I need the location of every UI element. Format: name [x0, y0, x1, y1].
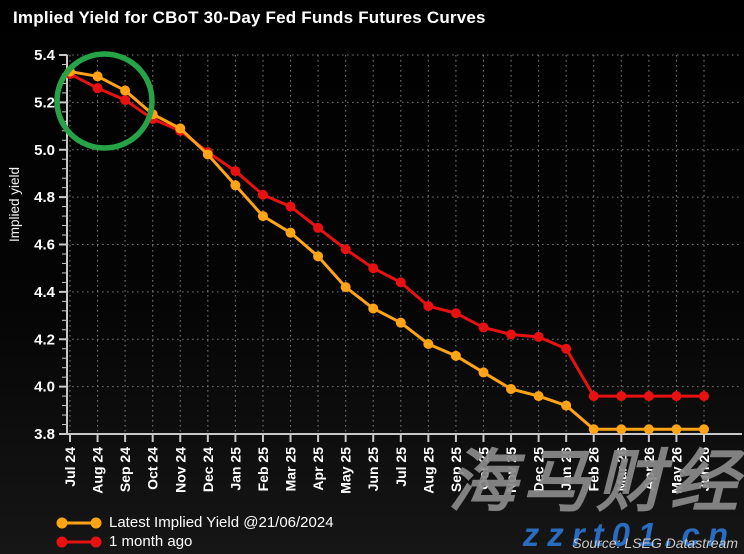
data-point	[561, 400, 572, 411]
data-point	[313, 251, 324, 262]
data-point	[588, 424, 599, 435]
x-tick-label: Apr 25	[310, 447, 326, 491]
data-point	[450, 308, 461, 319]
data-point	[450, 350, 461, 361]
y-tick-label: 5.2	[34, 94, 55, 111]
data-point	[395, 277, 406, 288]
data-point	[368, 303, 379, 314]
data-point	[175, 123, 186, 134]
x-tick-label: Nov 24	[172, 447, 188, 493]
data-point	[257, 189, 268, 200]
data-point	[616, 391, 627, 402]
x-tick-label: Oct 24	[145, 447, 161, 490]
data-point	[561, 343, 572, 354]
x-tick-label: Oct 25	[475, 447, 491, 490]
x-tick-label: Dec 24	[200, 447, 216, 492]
gridlines	[67, 54, 741, 434]
data-point	[643, 424, 654, 435]
x-tick-label: May 26	[668, 447, 684, 494]
data-point	[643, 391, 654, 402]
x-tick-label: Feb 25	[255, 447, 271, 492]
data-point	[395, 317, 406, 328]
x-tick-label: Jan 26	[558, 447, 574, 491]
data-point	[478, 322, 489, 333]
data-point	[257, 211, 268, 222]
x-tick-label: Aug 24	[90, 447, 106, 494]
y-axis: 3.8 4.0 4.2 4.4 4.6 4.8 5.0 5.2 5.4	[34, 47, 68, 443]
y-tick-label: 5.4	[34, 47, 56, 64]
x-tick-label: Dec 25	[531, 447, 547, 492]
data-point	[423, 301, 434, 312]
data-point	[506, 329, 517, 340]
x-tick-label: Nov 25	[503, 447, 519, 493]
x-tick-label: Mar 26	[613, 447, 629, 492]
data-point	[588, 391, 599, 402]
legend-marker-month-ago-icon	[56, 536, 102, 547]
data-point	[92, 71, 103, 82]
x-tick-label: Jan 25	[227, 447, 243, 491]
legend-marker-latest-icon	[56, 517, 102, 528]
legend-label-month-ago: 1 month ago	[109, 533, 193, 550]
y-tick-label: 5.0	[34, 142, 55, 159]
highlight-circle-annotation	[54, 51, 155, 151]
data-point	[616, 424, 627, 435]
source-note: Source: LSEG Datastream	[572, 535, 738, 551]
legend-item-latest: Latest Implied Yield @21/06/2024	[56, 513, 334, 532]
y-tick-label: 4.2	[34, 331, 55, 348]
legend-item-month-ago: 1 month ago	[56, 532, 334, 551]
data-point	[285, 201, 296, 212]
data-point	[120, 85, 131, 96]
data-point	[699, 424, 709, 435]
data-point	[340, 244, 351, 255]
x-tick-label: May 25	[338, 447, 354, 494]
data-point	[699, 391, 709, 402]
chart-title: Implied Yield for CBoT 30-Day Fed Funds …	[13, 8, 486, 27]
data-point	[423, 338, 434, 349]
y-tick-label: 4.6	[34, 237, 55, 254]
data-point	[671, 391, 682, 402]
data-point	[533, 331, 544, 342]
x-tick-label: Jul 24	[62, 447, 78, 487]
watermark-cjk-text: 海马财经	[447, 444, 744, 520]
data-point	[230, 166, 241, 177]
watermark-site-text: zzrt01.cn	[522, 516, 736, 553]
legend: Latest Implied Yield @21/06/2024 1 month…	[56, 513, 334, 551]
x-tick-label: Jul 25	[393, 447, 409, 487]
data-point	[92, 83, 103, 94]
x-tick-label: Sep 24	[117, 447, 133, 492]
x-tick-label: Feb 26	[586, 447, 602, 492]
y-tick-label: 4.8	[34, 189, 55, 206]
x-tick-label: Apr 26	[641, 447, 657, 491]
y-axis-label: Implied yield	[7, 166, 22, 242]
x-axis: Jul 24 Aug 24 Sep 24 Oct 24 Nov 24 Dec 24 Jan …	[62, 433, 742, 494]
y-tick-label: 4.0	[34, 379, 55, 396]
data-point	[368, 263, 379, 274]
data-point	[533, 391, 544, 402]
data-point	[671, 424, 682, 435]
y-tick-label: 3.8	[34, 426, 55, 443]
data-point	[285, 227, 296, 238]
data-point	[506, 383, 517, 394]
data-point	[340, 282, 351, 293]
x-tick-label: Sep 25	[448, 447, 464, 492]
x-tick-label: Aug 25	[420, 447, 436, 494]
x-tick-label: Jun 25	[365, 447, 381, 492]
x-tick-label: Jun 26	[696, 447, 712, 492]
data-point	[120, 95, 131, 106]
x-tick-label: Mar 25	[283, 447, 299, 492]
data-point	[202, 149, 213, 160]
legend-label-latest: Latest Implied Yield @21/06/2024	[109, 514, 334, 531]
y-tick-label: 4.4	[34, 284, 56, 301]
data-point	[478, 367, 489, 378]
data-point	[313, 222, 324, 233]
data-point	[230, 180, 241, 191]
